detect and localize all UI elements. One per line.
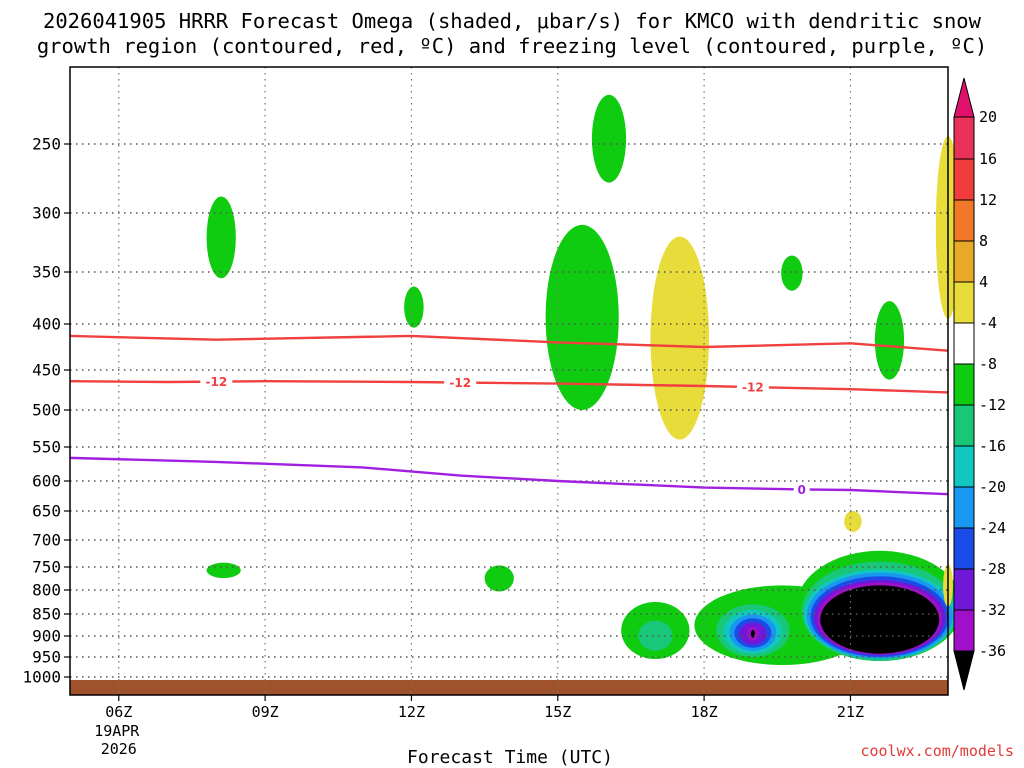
terrain-fill bbox=[70, 680, 948, 695]
site-credit: coolwx.com/models bbox=[860, 742, 1014, 760]
colorbar-label--36: -36 bbox=[979, 642, 1006, 660]
omega-cell--8 bbox=[484, 565, 514, 592]
colorbar-segment bbox=[953, 609, 975, 652]
y-tick-label-700: 700 bbox=[32, 531, 61, 550]
omega-cell--8 bbox=[404, 286, 424, 328]
omega-cell--8 bbox=[206, 562, 241, 579]
x-tick-label-21Z: 21Z bbox=[837, 703, 864, 721]
x-tick-year: 2026 bbox=[101, 740, 137, 758]
y-tick-label-500: 500 bbox=[32, 401, 61, 420]
y-tick-label-300: 300 bbox=[32, 204, 61, 223]
colorbar-label-16: 16 bbox=[979, 150, 997, 168]
y-tick-label-1000: 1000 bbox=[22, 668, 61, 687]
chart-title-line-1: 2026041905 HRRR Forecast Omega (shaded, … bbox=[43, 9, 982, 33]
colorbar-segment bbox=[953, 116, 975, 160]
temperature-contours: -12 -12 -12 0 bbox=[69, 334, 949, 497]
y-tick-label-400: 400 bbox=[32, 315, 61, 334]
y-tick-label-650: 650 bbox=[32, 502, 61, 521]
x-tick-label-15Z: 15Z bbox=[544, 703, 571, 721]
y-tick-label-550: 550 bbox=[32, 438, 61, 457]
colorbar-segment bbox=[953, 158, 975, 201]
chart-title-line-2: growth region (contoured, red, ºC) and f… bbox=[37, 34, 987, 58]
contour-label: -12 bbox=[449, 376, 471, 390]
x-tick-label-06Z: 06Z bbox=[105, 703, 132, 721]
colorbar-segment bbox=[953, 568, 975, 611]
colorbar-segment bbox=[953, 199, 975, 242]
contour-label-bg bbox=[793, 482, 810, 497]
colorbar-label--28: -28 bbox=[979, 560, 1006, 578]
omega-cell--36 bbox=[750, 629, 755, 638]
y-tick-label-950: 950 bbox=[32, 648, 61, 667]
omega-cell--8 bbox=[206, 196, 236, 279]
y-tick-label-250: 250 bbox=[32, 135, 61, 154]
colorbar-label-8: 8 bbox=[979, 232, 988, 250]
colorbar-label--16: -16 bbox=[979, 437, 1006, 455]
contour-label-bg bbox=[444, 375, 477, 390]
colorbar-label--24: -24 bbox=[979, 519, 1006, 537]
colorbar-label-12: 12 bbox=[979, 191, 997, 209]
colorbar-segment bbox=[953, 240, 975, 283]
contour-label: -12 bbox=[205, 375, 227, 389]
colorbar-segment bbox=[953, 404, 975, 447]
omega-cell--8 bbox=[545, 224, 619, 410]
omega-cell-4 bbox=[844, 511, 862, 532]
omega-cell--8 bbox=[591, 94, 627, 183]
colorbar-label--4: -4 bbox=[979, 314, 997, 332]
omega-cell-4 bbox=[650, 236, 709, 440]
y-tick-label-850: 850 bbox=[32, 605, 61, 624]
contour-label-bg bbox=[736, 380, 769, 395]
colorbar-top-triangle bbox=[953, 77, 975, 118]
contour-line-dgz-1 bbox=[69, 379, 949, 394]
x-tick-date: 19APR bbox=[94, 722, 140, 740]
terrain-bar bbox=[70, 680, 948, 695]
y-tick-label-900: 900 bbox=[32, 627, 61, 646]
pressure-axis: 250 300 350 400 450 500 550 600 650 700 750 800 850 9… bbox=[22, 135, 70, 687]
colorbar-segment bbox=[953, 486, 975, 529]
colorbar-segment bbox=[953, 363, 975, 406]
colorbar-label--20: -20 bbox=[979, 478, 1006, 496]
y-tick-label-800: 800 bbox=[32, 581, 61, 600]
contour-line-dgz-0 bbox=[69, 334, 949, 352]
omega-cell--12 bbox=[638, 620, 673, 651]
y-tick-label-750: 750 bbox=[32, 558, 61, 577]
plot-border bbox=[69, 66, 949, 696]
contour-line-freezing-0 bbox=[69, 456, 949, 496]
omega-cell--36 bbox=[820, 585, 940, 654]
y-tick-label-600: 600 bbox=[32, 472, 61, 491]
contour-label: 0 bbox=[797, 483, 805, 497]
colorbar-label--8: -8 bbox=[979, 355, 997, 373]
x-tick-label-12Z: 12Z bbox=[398, 703, 425, 721]
colorbar-label-20: 20 bbox=[979, 108, 997, 126]
omega-cell--8 bbox=[874, 301, 905, 380]
colorbar-label--32: -32 bbox=[979, 601, 1006, 619]
omega-cell--8 bbox=[781, 255, 803, 291]
colorbar-bottom-triangle bbox=[953, 650, 975, 691]
plot-frame bbox=[69, 66, 949, 696]
grid-lines bbox=[70, 67, 948, 695]
y-tick-label-350: 350 bbox=[32, 263, 61, 282]
colorbar-segment bbox=[953, 445, 975, 488]
contour-label: -12 bbox=[742, 381, 764, 395]
y-tick-label-450: 450 bbox=[32, 361, 61, 380]
colorbar-label--12: -12 bbox=[979, 396, 1006, 414]
colorbar-label-4: 4 bbox=[979, 273, 988, 291]
colorbar-segment bbox=[953, 322, 975, 365]
contour-label-bg bbox=[200, 374, 233, 389]
colorbar-segment bbox=[953, 281, 975, 324]
x-tick-label-09Z: 09Z bbox=[252, 703, 279, 721]
x-tick-label-18Z: 18Z bbox=[691, 703, 718, 721]
colorbar-segment bbox=[953, 527, 975, 570]
x-axis-label: Forecast Time (UTC) bbox=[407, 747, 613, 768]
colorbar: 20 16 12 8 4 -4 -8 -12 -16 -20 -24 -28 -32 -36 bbox=[953, 77, 1006, 691]
